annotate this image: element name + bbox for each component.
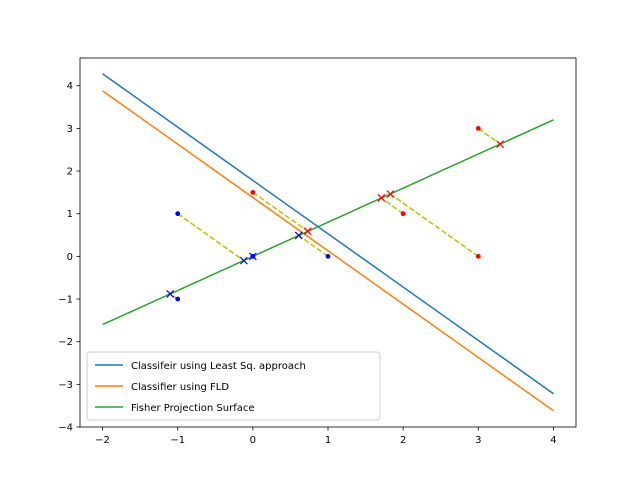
legend: Classifeir using Least Sq. approach Clas…	[86, 351, 381, 421]
projection-line-blue	[177, 213, 245, 262]
projection-marker-blue	[239, 256, 248, 265]
x-tick-label: 4	[550, 435, 556, 446]
data-point-blue	[325, 253, 331, 259]
y-tick-label: 0	[67, 252, 73, 263]
y-tick-label: −4	[58, 423, 73, 434]
projection-lines	[169, 127, 501, 300]
projection-line-red	[252, 191, 309, 232]
y-tick-label: 4	[67, 81, 73, 92]
projection-markers	[166, 140, 505, 298]
data-point-red	[475, 253, 481, 259]
y-tick-label: 3	[67, 124, 73, 135]
y-tick-label: −2	[58, 337, 73, 348]
projection-line-red	[380, 197, 404, 215]
legend-label-least-sq: Classifeir using Least Sq. approach	[131, 361, 306, 372]
data-point-blue	[175, 296, 181, 302]
projection-marker-blue	[166, 289, 175, 298]
series-lines	[102, 73, 554, 412]
projection-marker-red	[386, 190, 395, 199]
projection-marker-red	[303, 227, 312, 236]
series-line-1	[102, 90, 554, 412]
projection-marker-blue	[294, 231, 303, 240]
legend-label-fisher: Fisher Projection Surface	[131, 403, 255, 414]
data-points	[175, 125, 481, 302]
projection-line-blue	[298, 234, 329, 257]
legend-label-fld: Classifier using FLD	[131, 382, 229, 393]
data-point-red	[400, 211, 406, 217]
x-tick-label: 0	[250, 435, 256, 446]
x-axis: −2 −1 0 1 2 3 4	[95, 427, 557, 446]
x-tick-label: 2	[400, 435, 406, 446]
data-point-blue	[175, 211, 181, 217]
y-tick-label: 1	[67, 209, 73, 220]
projection-line-red	[389, 193, 479, 257]
x-tick-label: −1	[170, 435, 185, 446]
data-point-red	[475, 125, 481, 131]
projection-line-red	[477, 127, 501, 145]
y-axis: −4 −3 −2 −1 0 1 2 3 4	[58, 81, 80, 434]
x-tick-label: 1	[325, 435, 331, 446]
y-tick-label: 2	[67, 167, 73, 178]
x-tick-label: 3	[475, 435, 481, 446]
series-line-2	[102, 119, 554, 326]
projection-marker-red	[496, 140, 505, 149]
x-tick-label: −2	[95, 435, 110, 446]
series-line-0	[102, 73, 554, 395]
data-point-red	[250, 189, 256, 195]
projection-marker-blue	[248, 252, 257, 261]
y-tick-label: −3	[58, 380, 73, 391]
legend-box	[86, 351, 381, 421]
projection-marker-red	[377, 193, 386, 202]
y-tick-label: −1	[58, 295, 73, 306]
